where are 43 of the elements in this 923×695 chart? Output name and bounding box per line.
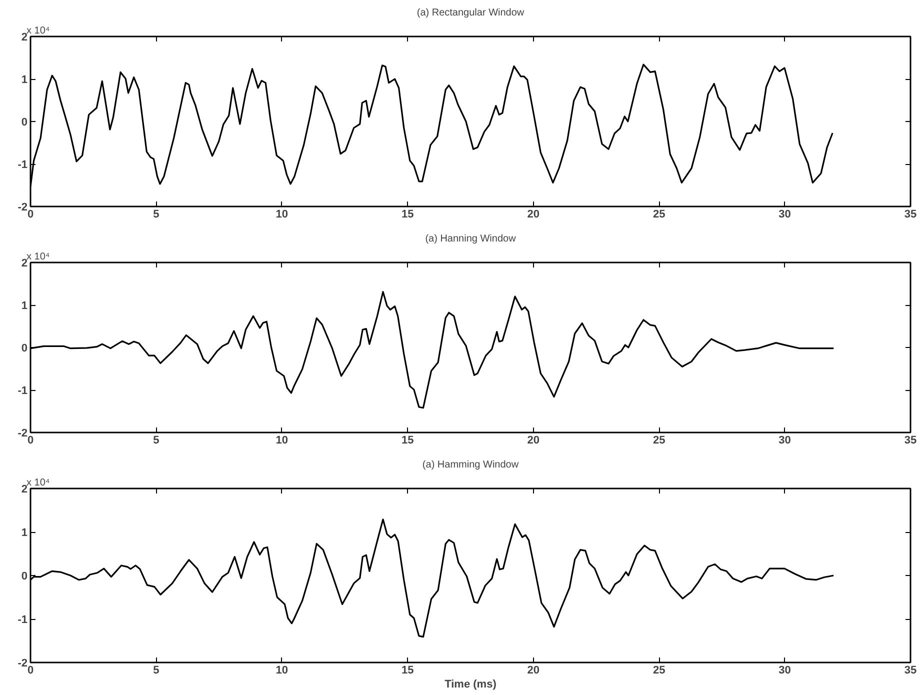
x-tick-label: 10	[276, 208, 288, 220]
x-tick-label: 20	[527, 664, 540, 676]
chart-title: (a) Rectangular Window	[416, 8, 525, 18]
x-tick-label: 5	[153, 208, 160, 220]
x-tick-label: 15	[402, 208, 414, 220]
y-tick-label: -2	[18, 428, 28, 440]
x-tick-label: 35	[904, 208, 917, 220]
x-tick-label: 25	[652, 434, 666, 446]
y-tick-label: 1	[21, 74, 28, 86]
x-axis-title: Time (ms)	[444, 678, 497, 690]
x-tick-label: 25	[652, 208, 666, 220]
x-tick-label: 20	[527, 208, 540, 220]
y-tick-label: 2	[21, 258, 28, 270]
x-tick-label: 30	[778, 434, 791, 446]
x-tick-label: 10	[276, 664, 288, 676]
chart-title: (a) Hanning Window	[425, 234, 517, 244]
x-tick-label: 35	[904, 664, 917, 676]
y-tick-label: 1	[21, 527, 28, 539]
y-tick-label: -1	[18, 385, 28, 397]
y-tick-label: -2	[18, 202, 28, 214]
y-tick-label: 2	[21, 32, 28, 44]
text: x 10⁴	[26, 252, 50, 262]
y-tick-label: 2	[21, 484, 28, 496]
text: x 10⁴	[26, 478, 50, 488]
x-tick-label: 25	[652, 664, 666, 676]
x-tick-label: 35	[904, 434, 917, 446]
y-tick-label: -1	[18, 614, 28, 626]
x-tick-label: 15	[402, 664, 414, 676]
y-tick-label: -2	[18, 658, 28, 670]
x-tick-label: 20	[527, 434, 540, 446]
x-tick-label: 10	[276, 434, 288, 446]
chart-title: (a) Hamming Window	[422, 460, 520, 470]
y-tick-label: 0	[21, 342, 28, 354]
y-tick-label: 1	[21, 300, 28, 312]
text: x 10⁴	[26, 26, 50, 36]
x-tick-label: 30	[778, 208, 791, 220]
x-tick-label: 5	[153, 664, 160, 676]
y-tick-label: -1	[18, 159, 28, 171]
x-tick-label: 15	[402, 434, 414, 446]
x-tick-label: 30	[778, 664, 791, 676]
y-tick-label: 0	[21, 116, 28, 128]
x-tick-label: 5	[153, 434, 160, 446]
y-tick-label: 0	[21, 570, 28, 582]
